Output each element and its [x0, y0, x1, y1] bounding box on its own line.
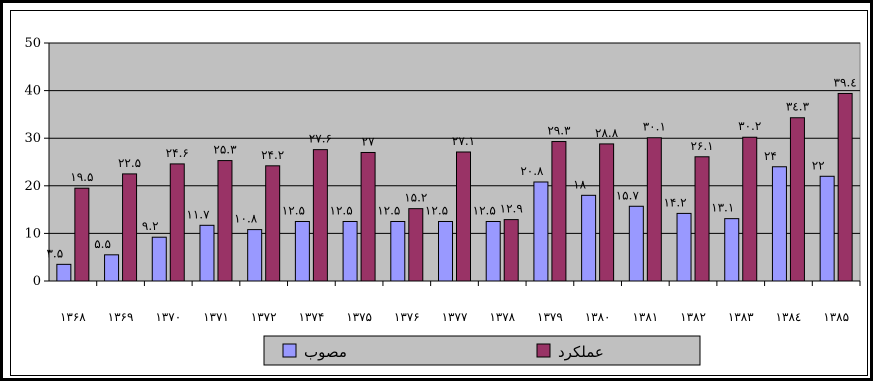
bar-performance — [790, 118, 804, 281]
bar-performance — [409, 209, 423, 281]
bar-approved — [820, 176, 834, 281]
data-label: ۲۴.۲ — [261, 148, 284, 162]
y-tick-label: 0 — [33, 274, 41, 289]
y-tick-label: 30 — [24, 131, 41, 146]
data-label: ۳۰.۲ — [738, 119, 761, 133]
bar-performance — [170, 164, 184, 281]
y-tick-label: 10 — [24, 226, 41, 241]
bar-performance — [838, 93, 852, 281]
data-label: ۳۹.٤ — [834, 75, 857, 89]
data-label: ۱۲.۵ — [282, 204, 305, 218]
data-label: ۱۲.۵ — [425, 204, 448, 218]
data-label: ۱۵.۲ — [404, 191, 427, 205]
y-tick-label: 50 — [24, 36, 41, 51]
data-label: ۱۲.۹ — [500, 202, 523, 216]
x-tick-label: ۱۳۸۱ — [632, 310, 658, 324]
x-tick-label: ۱۳۶۹ — [108, 310, 134, 324]
data-label: ۱۲.۵ — [330, 204, 353, 218]
x-tick-label: ۱۳۶۸ — [60, 310, 86, 324]
bar-performance — [457, 152, 471, 281]
x-tick-label: ۱۳۷۶ — [394, 310, 420, 324]
y-tick-label: 40 — [24, 84, 41, 99]
data-label: ۱۱.۷ — [186, 207, 210, 221]
bar-approved — [677, 213, 691, 281]
bar-performance — [504, 220, 518, 281]
legend-swatch-performance — [537, 344, 550, 357]
bar-performance — [266, 166, 280, 281]
x-tick-label: ۱۳۸۰ — [585, 310, 611, 324]
bar-approved — [772, 167, 786, 281]
x-tick-label: ۱۳۸۳ — [728, 310, 754, 324]
data-label: ۱۳.۱ — [711, 201, 734, 215]
bar-performance — [361, 152, 375, 281]
bar-approved — [439, 222, 453, 282]
bar-performance — [123, 174, 137, 281]
legend-label-performance: عملکرد — [558, 343, 604, 361]
x-tick-label: ۱۳۷۹ — [537, 310, 563, 324]
bar-approved — [248, 230, 262, 281]
data-label: ۲۷.۱ — [452, 134, 475, 148]
data-label: ۲۴ — [764, 149, 777, 163]
bar-approved — [105, 255, 119, 281]
bar-approved — [343, 222, 357, 282]
data-label: ۲۷.۶ — [309, 132, 332, 146]
x-tick-label: ۱۳۷۱ — [203, 310, 229, 324]
x-tick-label: ۱۳۷۴ — [298, 310, 324, 324]
bar-approved — [534, 182, 548, 281]
data-label: ۲۷ — [362, 134, 375, 148]
data-label: ۱۵.۷ — [616, 188, 640, 202]
data-label: ۱۴.۲ — [663, 195, 686, 209]
data-label: ۳.۵ — [46, 246, 63, 260]
x-tick-label: ۱۳۷۷ — [442, 310, 468, 324]
bar-approved — [200, 225, 214, 281]
bar-performance — [743, 137, 757, 281]
data-label: ۲۲ — [812, 158, 825, 172]
legend-label-approved: مصوب — [304, 343, 347, 361]
x-tick-label: ۱۳۸۲ — [680, 310, 706, 324]
x-tick-label: ۱۳۸۵ — [823, 310, 849, 324]
bar-performance — [218, 161, 232, 281]
bar-approved — [486, 222, 500, 282]
x-tick-label: ۱۳۸٤ — [776, 310, 802, 324]
x-tick-label: ۱۳۷۵ — [346, 310, 372, 324]
data-label: ۱۲.۵ — [473, 204, 496, 218]
x-tick-label: ۱۳۷۸ — [489, 310, 515, 324]
data-label: ۱۲.۵ — [377, 204, 400, 218]
data-label: ۱۸ — [573, 177, 586, 191]
data-label: ۳۰.۱ — [643, 120, 666, 134]
bar-approved — [152, 237, 166, 281]
data-label: ۲۲.۵ — [118, 156, 141, 170]
data-label: ۱۰.۸ — [234, 212, 258, 226]
data-label: ۵.۵ — [94, 237, 111, 251]
data-label: ۲۹.۳ — [547, 124, 571, 138]
bar-performance — [695, 157, 709, 281]
bar-approved — [725, 219, 739, 281]
data-label: ۲۴.۶ — [166, 146, 189, 160]
data-label: ۳٤.۳ — [786, 100, 810, 114]
bar-approved — [391, 222, 405, 282]
bar-performance — [647, 138, 661, 281]
data-label: ۹.۲ — [142, 219, 159, 233]
data-label: ۱۹.۵ — [70, 170, 93, 184]
bar-approved — [582, 195, 596, 281]
bar-approved — [295, 222, 309, 282]
data-label: ۲۶.۱ — [690, 139, 713, 153]
data-label: ۲۰.۸ — [520, 164, 544, 178]
legend-swatch-approved — [283, 344, 296, 357]
bar-performance — [75, 188, 89, 281]
bar-performance — [313, 150, 327, 281]
bar-approved — [629, 206, 643, 281]
y-tick-label: 20 — [24, 179, 41, 194]
data-label: ۲۸.۸ — [595, 126, 619, 140]
data-label: ۲۵.۳ — [213, 143, 237, 157]
bar-approved — [57, 264, 71, 281]
x-tick-label: ۱۳۷۰ — [155, 310, 181, 324]
x-tick-label: ۱۳۷۲ — [251, 310, 277, 324]
bar-performance — [600, 144, 614, 281]
bar-performance — [552, 142, 566, 281]
